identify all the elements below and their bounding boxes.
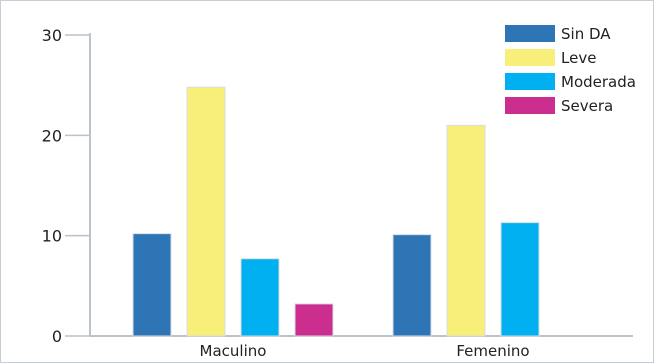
bar-moderada-maculino <box>240 258 280 337</box>
labels: Maculino Femenino <box>200 342 530 360</box>
y-tick-label: 10 <box>42 227 62 246</box>
bars <box>132 86 540 337</box>
x-category-label: Femenino <box>456 342 529 360</box>
legend-label: Moderada <box>561 73 636 91</box>
legend-swatch <box>505 97 555 114</box>
legend-swatch <box>505 25 555 42</box>
legend-label: Sin DA <box>561 25 611 43</box>
y-tick-label: 30 <box>42 26 62 45</box>
bar-leve-maculino <box>186 86 226 337</box>
legend-swatch <box>505 73 555 90</box>
legend: Sin DA Leve Moderada Severa <box>505 25 636 115</box>
bar-severa-maculino <box>294 303 334 337</box>
bar-sin-da-femenino <box>392 234 432 337</box>
bar-moderada-femenino <box>500 222 540 337</box>
legend-label: Leve <box>561 49 596 67</box>
bar-sin-da-maculino <box>132 233 172 337</box>
y-tick-label: 0 <box>52 327 62 346</box>
legend-swatch <box>505 49 555 66</box>
bar-leve-femenino <box>446 124 486 337</box>
x-category-label: Maculino <box>200 342 267 360</box>
legend-label: Severa <box>561 97 613 115</box>
axes: 0 10 20 30 <box>42 26 633 346</box>
y-tick-label: 20 <box>42 126 62 145</box>
